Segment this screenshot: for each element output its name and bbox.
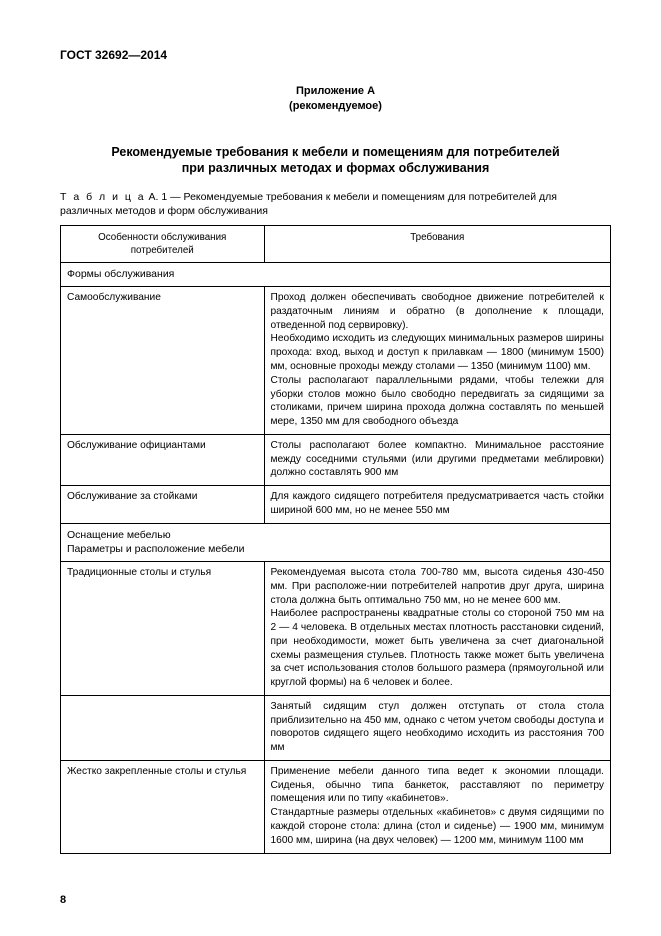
table-row: Обслуживание за стойками Для каждого сид…	[61, 486, 611, 524]
req-paragraph: Рекомендуемая высота стола 700-780 мм, в…	[271, 566, 605, 607]
table-caption-prefix: Т а б л и ц а	[60, 191, 146, 203]
section-row-furniture: Оснащение мебелью Параметры и расположен…	[61, 523, 611, 561]
table-row: Жестко закрепленные столы и стулья Приме…	[61, 760, 611, 853]
cell-feature: Самообслуживание	[61, 287, 265, 435]
section-forms-label: Формы обслуживания	[61, 262, 611, 286]
cell-feature-empty	[61, 695, 265, 760]
section-furniture-line2: Параметры и расположение мебели	[67, 542, 604, 556]
cell-requirement: Проход должен обеспечивать свободное дви…	[264, 287, 611, 435]
req-paragraph: Стандартные размеры отдельных «кабинетов…	[271, 806, 605, 847]
main-title-line2: при различных методах и формах обслужива…	[182, 161, 490, 175]
doc-standard-code: ГОСТ 32692—2014	[60, 48, 611, 62]
annex-heading: Приложение А (рекомендуемое)	[60, 84, 611, 114]
table-row: Традиционные столы и стулья Рекомендуема…	[61, 561, 611, 695]
cell-requirement: Применение мебели данного типа ведет к э…	[264, 760, 611, 853]
annex-title-line1: Приложение А	[296, 85, 375, 97]
cell-feature: Обслуживание за стойками	[61, 486, 265, 524]
th-features: Особенности обслуживания потребителей	[61, 225, 265, 262]
main-title: Рекомендуемые требования к мебели и поме…	[60, 144, 611, 177]
table-header-row: Особенности обслуживания потребителей Тр…	[61, 225, 611, 262]
section-furniture-line1: Оснащение мебелью	[67, 528, 604, 542]
table-row: Самообслуживание Проход должен обеспечив…	[61, 287, 611, 435]
table-caption: Т а б л и ц а А. 1 — Рекомендуемые требо…	[60, 190, 611, 218]
section-row-forms: Формы обслуживания	[61, 262, 611, 286]
cell-requirement: Рекомендуемая высота стола 700-780 мм, в…	[264, 561, 611, 695]
main-title-line1: Рекомендуемые требования к мебели и поме…	[111, 145, 559, 159]
cell-feature: Жестко закрепленные столы и стулья	[61, 760, 265, 853]
table-row: Обслуживание официантами Столы располага…	[61, 434, 611, 485]
requirements-table: Особенности обслуживания потребителей Тр…	[60, 225, 611, 854]
cell-requirement: Для каждого сидящего потребителя предусм…	[264, 486, 611, 524]
cell-feature: Обслуживание официантами	[61, 434, 265, 485]
cell-feature: Традиционные столы и стулья	[61, 561, 265, 695]
th-requirements: Требования	[264, 225, 611, 262]
req-paragraph: Проход должен обеспечивать свободное дви…	[271, 291, 605, 332]
req-paragraph: Наиболее распространены квадратные столы…	[271, 607, 605, 690]
req-paragraph: Необходимо исходить из следующих минимал…	[271, 332, 605, 373]
annex-title-line2: (рекомендуемое)	[289, 100, 382, 112]
table-row: Занятый сидящим стул должен отступать от…	[61, 695, 611, 760]
cell-requirement: Столы располагают более компактно. Миним…	[264, 434, 611, 485]
section-furniture-label: Оснащение мебелью Параметры и расположен…	[61, 523, 611, 561]
req-paragraph: Применение мебели данного типа ведет к э…	[271, 765, 605, 806]
req-paragraph: Столы располагают параллельными рядами, …	[271, 374, 605, 429]
page-number: 8	[60, 894, 66, 906]
cell-requirement: Занятый сидящим стул должен отступать от…	[264, 695, 611, 760]
document-page: ГОСТ 32692—2014 Приложение А (рекомендуе…	[0, 0, 661, 936]
